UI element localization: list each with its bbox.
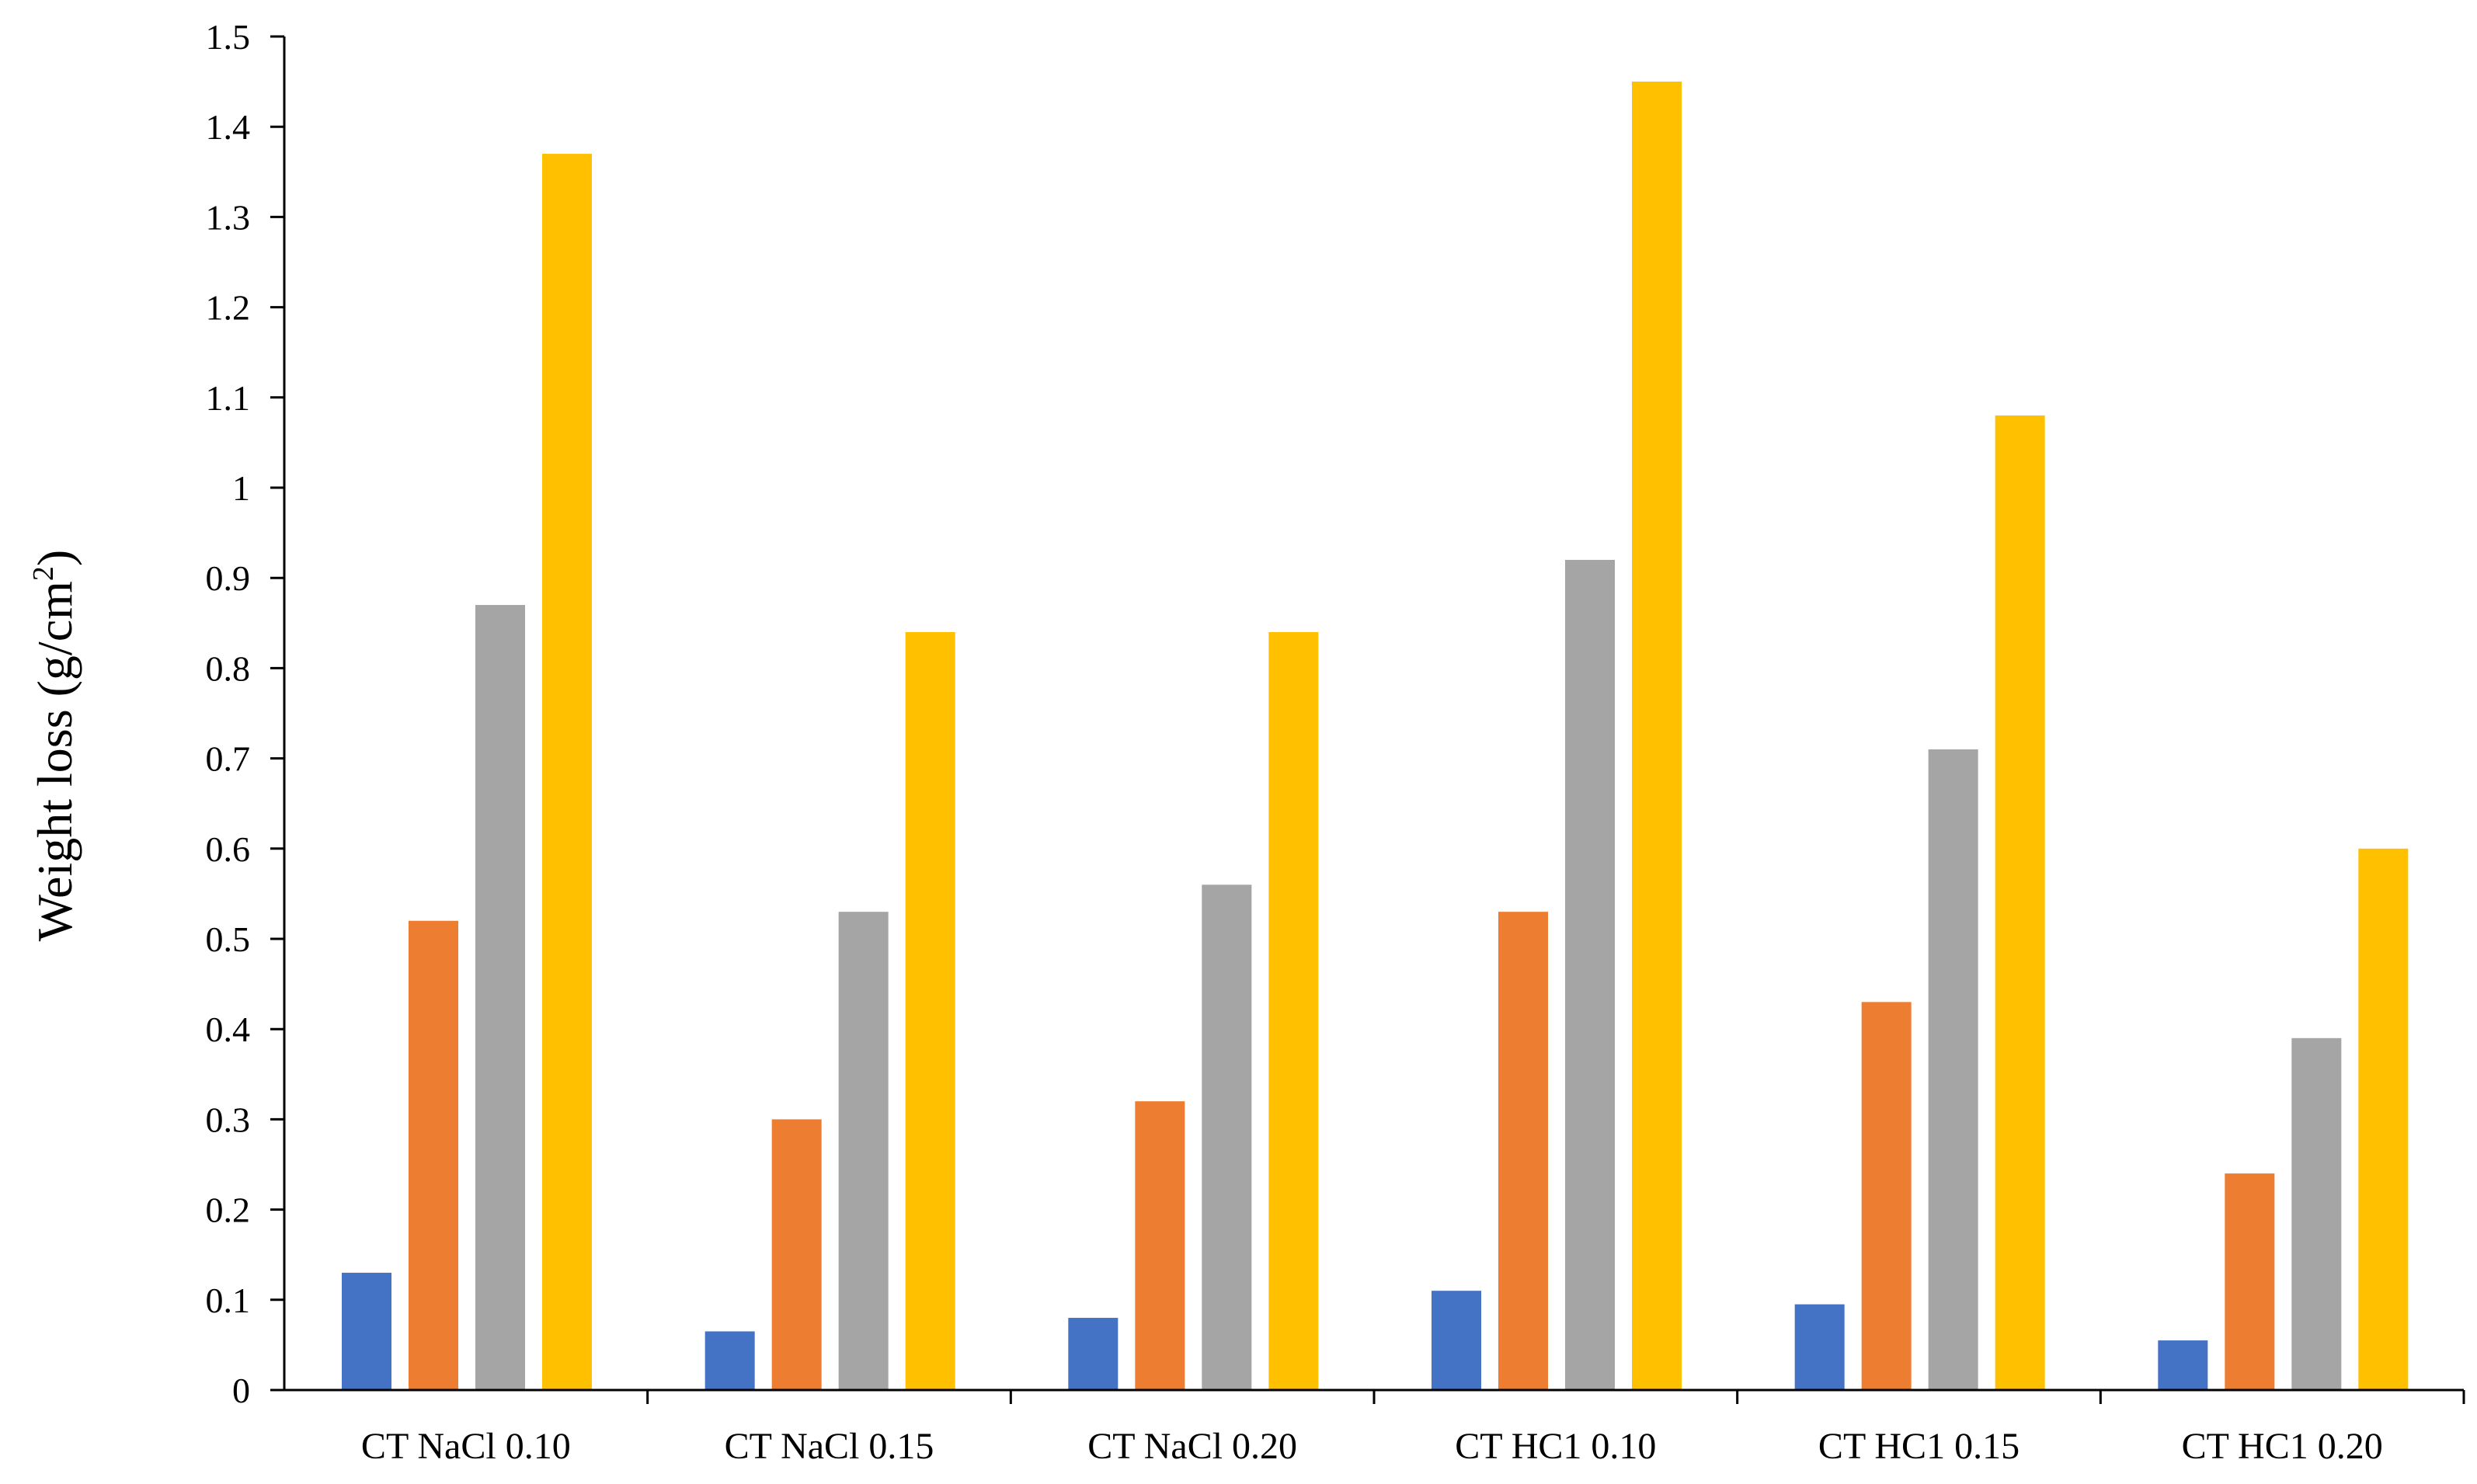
bar-2-series-4: [905, 631, 955, 1390]
y-tick-label: 1.4: [206, 107, 251, 147]
y-tick-label: 0.2: [206, 1190, 251, 1230]
axes: [283, 36, 2465, 1404]
y-tick-label: 0.6: [206, 829, 251, 869]
x-axis-labels: CT NaCl 0.10 CT NaCl 0.15 CT NaCl 0.20 CT H…: [361, 1426, 2383, 1467]
bar-3-series-3: [1202, 884, 1252, 1390]
bar-5-series-1: [1794, 1304, 1845, 1390]
bar-4-series-1: [1432, 1291, 1481, 1390]
bar-1-series-2: [409, 920, 458, 1390]
y-axis-title-tail: ): [27, 550, 82, 566]
bar-6-series-3: [2291, 1037, 2342, 1390]
y-tick-label: 0.1: [206, 1281, 251, 1320]
y-tick-label: 0: [232, 1371, 250, 1410]
x-category-label: CT HC1 0.10: [1455, 1426, 1656, 1467]
y-tick-label: 1.2: [206, 288, 251, 328]
y-tick-label: 0.4: [206, 1010, 251, 1049]
y-tick-label: 1.5: [206, 17, 251, 57]
y-tick-label: 0.8: [206, 648, 251, 688]
y-tick-label: 0.5: [206, 919, 251, 959]
bar-1-series-3: [475, 605, 525, 1390]
svg-text:Weight loss (g/cm2): Weight loss (g/cm2): [27, 550, 82, 941]
bar-1-series-4: [542, 154, 592, 1390]
bar-4-series-3: [1565, 559, 1615, 1391]
bar-2-series-1: [704, 1331, 755, 1390]
bar-4-series-4: [1632, 82, 1682, 1391]
y-axis-title-main: Weight loss (g/cm: [27, 581, 82, 941]
bar-3-series-1: [1068, 1318, 1118, 1390]
bar-5-series-4: [1995, 415, 2045, 1390]
x-category-label: CT HC1 0.20: [2182, 1426, 2383, 1467]
bar-2-series-3: [838, 912, 889, 1390]
bars: [342, 82, 2409, 1391]
x-category-label: CT NaCl 0.20: [1087, 1426, 1297, 1467]
y-tick-label: 1: [232, 468, 250, 508]
y-tick-label: 1.1: [206, 378, 251, 418]
y-tick-label: 0.9: [206, 558, 251, 598]
y-tick-label: 0.3: [206, 1100, 251, 1139]
bar-3-series-2: [1135, 1101, 1185, 1390]
bar-2-series-2: [771, 1119, 822, 1390]
bar-6-series-2: [2225, 1173, 2275, 1390]
x-category-label: CT HC1 0.15: [1818, 1426, 2020, 1467]
x-category-label: CT NaCl 0.10: [361, 1426, 571, 1467]
y-axis-title: Weight loss (g/cm2): [27, 550, 82, 941]
bar-6-series-1: [2158, 1340, 2208, 1390]
bar-1-series-1: [342, 1272, 391, 1390]
x-category-label: CT NaCl 0.15: [725, 1426, 934, 1467]
bar-5-series-2: [1861, 1002, 1912, 1390]
bar-5-series-3: [1928, 749, 1978, 1390]
bar-4-series-2: [1498, 912, 1548, 1390]
bar-6-series-4: [2358, 848, 2409, 1390]
y-axis-title-superscript: 2: [27, 566, 60, 581]
y-tick-label: 1.3: [206, 197, 251, 237]
bar-3-series-4: [1268, 631, 1319, 1390]
y-tick-label: 0.7: [206, 739, 251, 779]
y-axis-ticks: 0 0.1 0.2 0.3 0.4 0.5 0.6 0.7 0.8 0.9 1 1.1 1.2 1.3 1.…: [206, 17, 284, 1410]
